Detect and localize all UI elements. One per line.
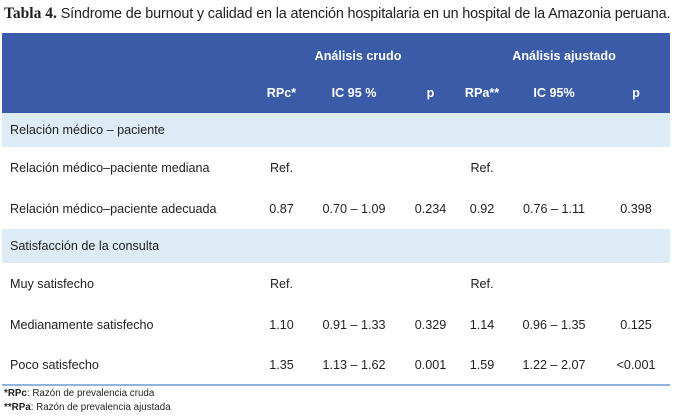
row-label: Poco satisfecho xyxy=(10,357,99,372)
cell-p-crude xyxy=(403,263,458,305)
cell-ic-crude: 1.13 – 1.62 xyxy=(322,357,386,372)
footnote-text: : Razón de prevalencia cruda xyxy=(26,388,155,399)
cell-ic-adjusted: 0.76 – 1.11 xyxy=(522,202,586,216)
cell-p-adjusted: 0.398 xyxy=(620,202,652,216)
cell-rpc: Ref. xyxy=(269,277,294,291)
header-column-row: RPc* IC 95 % p RPa** IC 95% p xyxy=(2,77,671,113)
cell-ic-adjusted: 1.22 – 2.07 xyxy=(522,357,586,372)
cell-p-adjusted: 0.125 xyxy=(620,318,652,332)
header-col-label xyxy=(2,77,258,113)
row-label: Relación médico–paciente mediana xyxy=(10,161,210,175)
header-col-rpa: RPa** xyxy=(464,86,500,100)
cell-ic-adjusted: 0.96 – 1.35 xyxy=(522,318,586,332)
cell-rpc: 1.35 xyxy=(269,357,294,372)
cell-rpa: 1.14 xyxy=(469,318,495,332)
footnote-text: : Razón de prevalencia ajustada xyxy=(30,402,171,413)
section-row: Relación médico – paciente xyxy=(2,113,671,147)
cell-p-crude: 0.234 xyxy=(414,202,447,216)
table-row: Medianamente satisfecho 1.10 0.91 – 1.33… xyxy=(2,305,670,345)
header-group-adjusted: Análisis ajustado xyxy=(512,49,616,63)
cell-p-adjusted xyxy=(602,147,670,189)
results-table: Análisis crudo Análisis ajustado RPc* IC… xyxy=(2,33,671,386)
header-col-rpc: RPc* xyxy=(266,86,297,100)
footnote: **RPa: Razón de prevalencia ajustada xyxy=(4,401,171,414)
table-header: Análisis crudo Análisis ajustado RPc* IC… xyxy=(2,33,671,113)
row-label: Medianamente satisfecho xyxy=(10,318,154,332)
section-title: Relación médico – paciente xyxy=(10,123,165,137)
cell-ic-adjusted xyxy=(506,263,602,305)
cell-rpa: 1.59 xyxy=(469,357,495,372)
cell-p-crude: 0.001 xyxy=(414,357,447,372)
footnote-key: *RPc xyxy=(4,388,27,399)
section-row: Satisfacción de la consulta xyxy=(2,229,671,263)
cell-rpc: 0.87 xyxy=(269,202,294,216)
cell-rpc: 1.10 xyxy=(269,318,294,332)
header-group-crude: Análisis crudo xyxy=(314,49,402,63)
header-group-row: Análisis crudo Análisis ajustado xyxy=(2,33,671,77)
header-col-p-adjusted: p xyxy=(632,86,640,100)
cell-ic-adjusted xyxy=(506,147,602,189)
section-title: Satisfacción de la consulta xyxy=(10,239,160,253)
cell-p-crude: 0.329 xyxy=(414,318,447,332)
header-col-p-crude: p xyxy=(426,86,435,100)
header-col-ic-crude: IC 95 % xyxy=(331,86,377,100)
cell-rpa: 0.92 xyxy=(469,202,495,216)
cell-ic-crude xyxy=(305,147,403,189)
table-row: Relación médico–paciente mediana Ref. Re… xyxy=(2,147,670,189)
table-caption: Tabla 4. Síndrome de burnout y calidad e… xyxy=(4,3,674,25)
cell-ic-crude: 0.70 – 1.09 xyxy=(322,202,386,216)
cell-rpc: Ref. xyxy=(269,161,294,175)
cell-p-crude xyxy=(403,147,458,189)
row-label: Relación médico–paciente adecuada xyxy=(10,202,217,216)
cell-p-adjusted xyxy=(602,263,670,305)
table-caption-text: Síndrome de burnout y calidad en la aten… xyxy=(60,6,671,22)
footnote: *RPc: Razón de prevalencia cruda xyxy=(4,387,154,400)
cell-ic-crude: 0.91 – 1.33 xyxy=(322,318,386,332)
cell-rpa: Ref. xyxy=(470,161,494,175)
cell-ic-crude xyxy=(305,263,403,305)
table-row: Poco satisfecho 1.35 1.13 – 1.62 0.001 1… xyxy=(2,345,671,385)
header-empty xyxy=(2,33,258,77)
table-body: Relación médico – paciente Relación médi… xyxy=(2,113,671,385)
table-row: Muy satisfecho Ref. Ref. xyxy=(2,263,670,305)
footnote-key: **RPa xyxy=(4,402,31,413)
row-label: Muy satisfecho xyxy=(10,277,94,291)
cell-rpa: Ref. xyxy=(470,277,494,291)
header-col-ic-adjusted: IC 95% xyxy=(533,86,575,100)
cell-p-adjusted: <0.001 xyxy=(616,357,656,372)
table-caption-label: Tabla 4. xyxy=(4,5,57,22)
table-row: Relación médico–paciente adecuada 0.87 0… xyxy=(2,189,670,229)
